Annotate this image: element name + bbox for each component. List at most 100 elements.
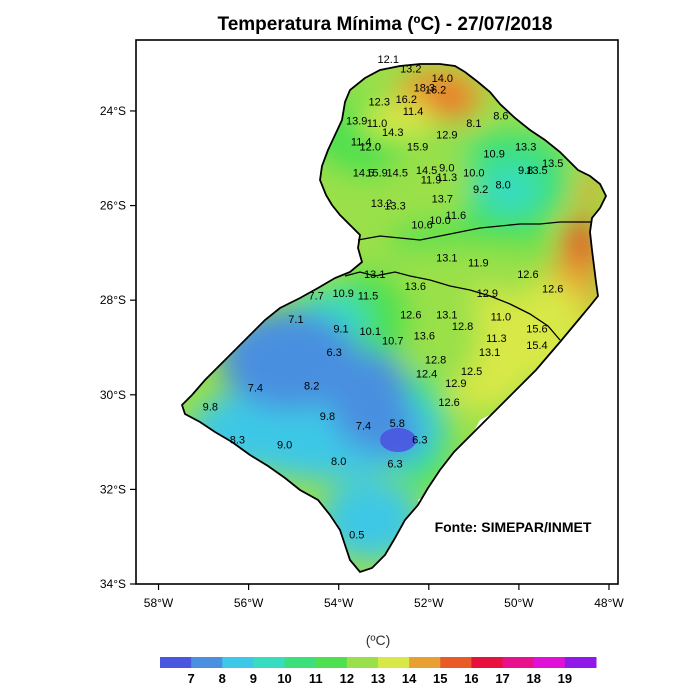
station-value: 9.0 <box>439 163 454 175</box>
y-tick-label: 28°S <box>100 293 126 307</box>
station-value: 13.2 <box>371 198 392 210</box>
station-value: 11.5 <box>358 290 379 302</box>
station-value: 14.5 <box>353 167 374 179</box>
station-value: 14.5 <box>387 167 408 179</box>
station-value: 13.2 <box>400 63 421 75</box>
pr-sc-border <box>357 221 592 241</box>
station-value: 11.6 <box>446 210 467 222</box>
station-value: 11.0 <box>491 312 512 324</box>
station-value: 12.8 <box>452 321 473 333</box>
colorbar-swatch <box>346 657 379 668</box>
colorbar-swatch <box>533 657 566 668</box>
colorbar-swatch <box>378 657 410 668</box>
station-value: 14.0 <box>432 73 453 85</box>
station-value: 8.0 <box>495 179 510 191</box>
station-value: 18.3 <box>414 82 435 94</box>
station-value: 13.5 <box>526 165 547 177</box>
station-value: 14.5 <box>416 165 437 177</box>
station-value: 6.3 <box>387 458 402 470</box>
station-value: 5.8 <box>390 418 405 430</box>
station-value: 15.6 <box>526 324 547 336</box>
station-value: 9.0 <box>277 439 292 451</box>
station-value: 11.4 <box>351 137 372 149</box>
station-value: 12.1 <box>378 54 399 66</box>
station-value: 15.9 <box>407 141 428 153</box>
station-value: 8.6 <box>493 111 508 123</box>
x-tick-label: 50°W <box>504 596 534 610</box>
station-value: 14.3 <box>382 127 403 139</box>
colorbar-label: 8 <box>219 671 226 686</box>
station-value: 7.4 <box>248 383 263 395</box>
colorbar-swatch <box>564 657 597 668</box>
colorbar-swatch <box>409 657 441 668</box>
station-value: 9.8 <box>518 165 533 177</box>
colorbar-swatch <box>471 657 504 668</box>
x-tick-label: 58°W <box>144 596 174 610</box>
colorbar-label: 14 <box>402 671 417 686</box>
station-value: 10.0 <box>463 167 484 179</box>
y-tick-label: 34°S <box>100 577 126 591</box>
station-value: 7.1 <box>288 314 303 326</box>
station-value: 12.6 <box>542 283 563 295</box>
x-tick-label: 52°W <box>414 596 444 610</box>
source-label: Fonte: SIMEPAR/INMET <box>435 519 592 535</box>
station-value: 13.1 <box>364 269 385 281</box>
colorbar-label: 11 <box>309 671 323 686</box>
station-value: 13.3 <box>515 141 536 153</box>
station-value: 7.7 <box>309 290 324 302</box>
colorbar-label: 7 <box>188 671 195 686</box>
station-value: 13.7 <box>432 193 453 205</box>
station-value: 7.4 <box>356 421 371 433</box>
colorbar-swatch <box>160 657 192 668</box>
station-value: 0.5 <box>349 529 364 541</box>
station-value: 8.3 <box>230 435 245 447</box>
colorbar-swatch <box>440 657 472 668</box>
station-value: 12.6 <box>438 397 459 409</box>
station-value: 9.2 <box>473 184 488 196</box>
station-value: 13.3 <box>384 201 405 213</box>
colorbar-swatch <box>253 657 286 668</box>
x-tick-label: 48°W <box>594 596 624 610</box>
station-value: 10.9 <box>483 149 504 161</box>
x-tick-label: 56°W <box>234 596 264 610</box>
colorbar-label: 12 <box>340 671 354 686</box>
station-value: 12.6 <box>517 269 538 281</box>
station-value: 11.3 <box>486 333 507 345</box>
colorbar-label: 16 <box>464 671 478 686</box>
station-value: 13.1 <box>436 253 457 265</box>
colorbar-label: 9 <box>250 671 257 686</box>
map-title: Temperatura Mínima (ºC) - 27/07/2018 <box>218 14 553 35</box>
station-value: 9.8 <box>320 411 335 423</box>
station-value: 12.9 <box>477 288 498 300</box>
station-value: 12.9 <box>436 130 457 142</box>
colorbar-label: 18 <box>526 671 540 686</box>
y-axis: 24°S 26°S 28°S 30°S 32°S 34°S <box>100 104 136 591</box>
colorbar-label: 15 <box>433 671 447 686</box>
station-value: 10.0 <box>429 215 450 227</box>
station-value: 12.4 <box>416 368 437 380</box>
station-value: 9.1 <box>333 324 348 336</box>
colorbar-label: 10 <box>277 671 291 686</box>
station-value: 16.2 <box>425 85 446 97</box>
x-axis: 58°W 56°W 54°W 52°W 50°W 48°W <box>144 584 624 610</box>
colorbar-swatch <box>222 657 254 668</box>
station-value: 11.3 <box>437 172 458 184</box>
station-value: 12.8 <box>425 354 446 366</box>
station-value: 16.2 <box>396 94 417 106</box>
y-tick-label: 24°S <box>100 104 126 118</box>
station-value: 11.9 <box>421 175 442 187</box>
station-value: 12.3 <box>369 96 390 108</box>
station-values: 12.113.214.018.316.216.212.311.4 8.613.9 1… <box>203 54 564 541</box>
station-value: 13.6 <box>405 281 426 293</box>
colorbar-label: 17 <box>495 671 509 686</box>
station-value: 11.9 <box>468 257 489 269</box>
station-value: 12.6 <box>400 309 421 321</box>
y-tick-label: 30°S <box>100 388 126 402</box>
station-value: 8.2 <box>304 380 319 392</box>
station-value: 15.4 <box>526 340 547 352</box>
x-tick-label: 54°W <box>324 596 354 610</box>
y-tick-label: 32°S <box>100 482 126 496</box>
colorbar-swatch <box>502 657 535 668</box>
colorbar-swatch <box>191 657 223 668</box>
